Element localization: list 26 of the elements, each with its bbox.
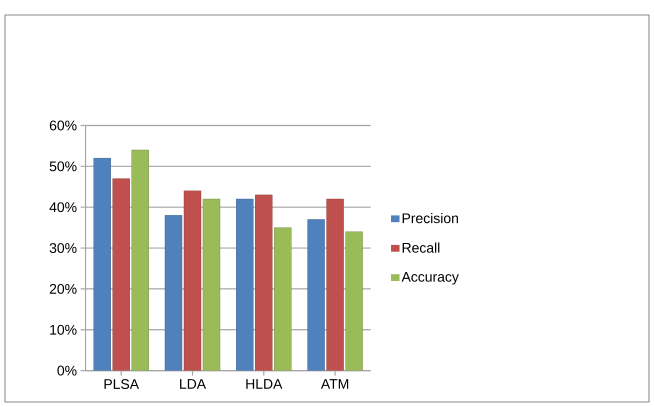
legend-label: Accuracy	[402, 272, 459, 285]
x-tick-label: LDA	[180, 379, 206, 389]
bar	[326, 198, 344, 371]
bar	[345, 232, 363, 371]
legend-label: Recall	[402, 242, 440, 253]
bar	[184, 190, 202, 371]
bar	[236, 198, 254, 371]
y-tick-label: 20%	[50, 284, 77, 294]
x-tick-label: ATM	[320, 379, 348, 389]
y-tick-label: 10%	[50, 324, 77, 335]
bar	[274, 227, 292, 371]
bar	[131, 150, 149, 371]
legend-label: Precision	[402, 212, 458, 224]
bar	[307, 219, 325, 371]
y-tick-label: 30%	[50, 243, 77, 253]
y-tick-label: 50%	[50, 161, 77, 172]
x-tick-label: PLSA	[104, 379, 140, 390]
bar	[94, 158, 111, 371]
bar	[202, 198, 220, 371]
bar	[164, 215, 182, 371]
x-tick-label: HLDA	[246, 379, 282, 389]
bar	[255, 194, 272, 371]
y-tick-label: 0%	[57, 366, 77, 376]
y-tick-label: 60%	[50, 120, 77, 130]
bar	[112, 178, 130, 371]
y-tick-label: 40%	[49, 202, 77, 212]
